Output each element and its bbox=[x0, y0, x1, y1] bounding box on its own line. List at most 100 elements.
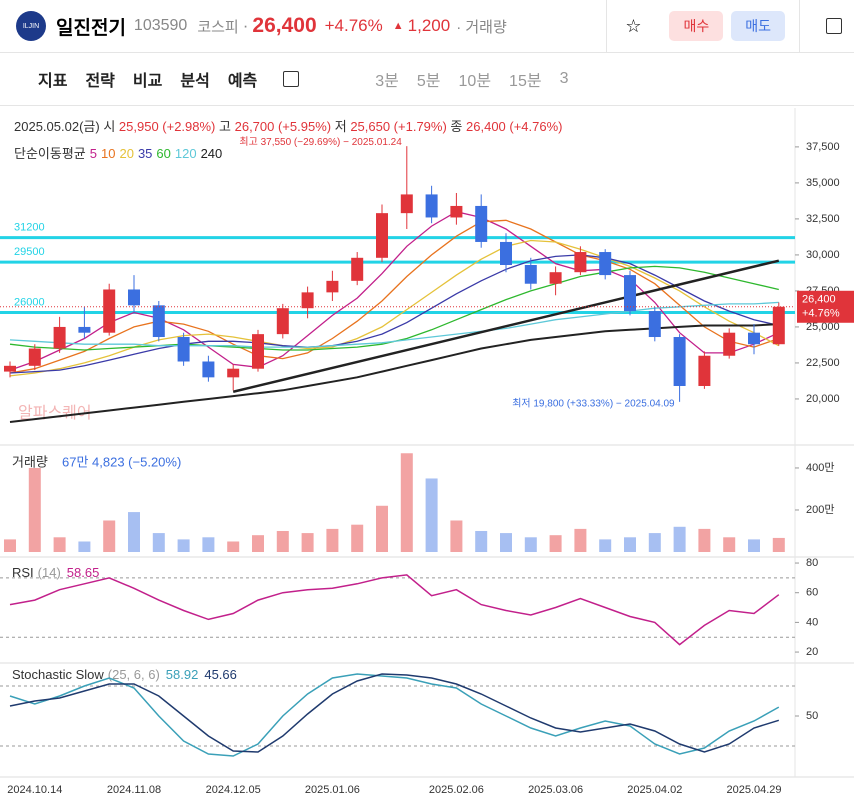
candle-body bbox=[500, 241, 512, 265]
volume-bar bbox=[772, 537, 785, 552]
candle-body bbox=[103, 289, 116, 333]
buy-button[interactable]: 매수 bbox=[669, 11, 724, 41]
sell-button[interactable]: 매도 bbox=[731, 11, 785, 41]
ma-legend-item: 20 bbox=[119, 146, 133, 161]
ma-line bbox=[9, 254, 779, 374]
volume-bar bbox=[648, 533, 661, 552]
ma-legend-item: 35 bbox=[138, 146, 152, 161]
volume-label: · 거래량 bbox=[456, 18, 507, 36]
toolbar-icon[interactable] bbox=[267, 71, 305, 87]
candle-body bbox=[252, 334, 264, 369]
label: 시 bbox=[103, 119, 115, 134]
level-label: 31200 bbox=[14, 222, 45, 234]
star[interactable]: ☆ bbox=[625, 15, 642, 36]
indicator-line bbox=[9, 673, 780, 753]
toolbar: 지표 전략 비교 분석 예측 3분 5분 10분 15분 3 bbox=[0, 53, 854, 106]
code: 103590 bbox=[133, 17, 188, 34]
volume-bar bbox=[202, 537, 215, 552]
interval[interactable]: 5분 bbox=[416, 73, 441, 90]
candle-body bbox=[78, 326, 91, 333]
candle-body bbox=[326, 280, 339, 293]
indicator-line bbox=[9, 574, 780, 646]
y-tick-label: 30,000 bbox=[806, 249, 840, 261]
ma-legend-item: 10 bbox=[101, 146, 115, 161]
volume-bar bbox=[624, 537, 636, 552]
toolbar-item[interactable]: 지표 bbox=[38, 73, 68, 90]
y-tick-label: 25,000 bbox=[806, 321, 840, 333]
panel-toggle[interactable] bbox=[826, 18, 842, 34]
x-tick-label: 2025.03.06 bbox=[528, 784, 583, 796]
candle-body bbox=[425, 194, 438, 218]
y-tick-label: 22,500 bbox=[806, 357, 840, 369]
panel-title: Stochastic Slow (25, 6, 6) 58.92 45.66 bbox=[12, 667, 237, 682]
volume-bar bbox=[475, 530, 488, 552]
legend-value: 45.66 bbox=[204, 667, 237, 682]
volume-bar bbox=[351, 524, 364, 552]
interval[interactable]: 15분 bbox=[509, 73, 542, 90]
volume-bar bbox=[103, 520, 116, 552]
y-tick-label: 20,000 bbox=[806, 393, 840, 405]
volume-bar bbox=[698, 528, 711, 552]
y-tick-label: 40 bbox=[806, 616, 818, 628]
sep: · bbox=[242, 16, 249, 35]
y-tick-label: 35,000 bbox=[806, 177, 840, 189]
price-tag bbox=[797, 290, 854, 323]
toolbar-item[interactable]: 전략 bbox=[85, 73, 115, 90]
candle-body bbox=[301, 292, 314, 309]
candle-body bbox=[748, 332, 760, 345]
indicator-params: (25, 6, 6) bbox=[108, 667, 160, 682]
level-label: 29500 bbox=[14, 246, 45, 258]
candle-body bbox=[475, 205, 488, 242]
x-tick-label: 2025.04.02 bbox=[627, 784, 682, 796]
toolbar-item[interactable]: 예측 bbox=[227, 73, 258, 90]
change: 1,200 bbox=[407, 16, 451, 35]
volume-bar bbox=[549, 535, 562, 552]
y-tick-label: 32,500 bbox=[806, 213, 840, 225]
candle-body bbox=[177, 337, 190, 362]
toolbar-item[interactable]: 비교 bbox=[132, 73, 163, 90]
candle-body bbox=[351, 257, 364, 281]
volume-bar bbox=[400, 453, 413, 552]
y-tick-label: 60 bbox=[806, 587, 818, 599]
candle-body bbox=[574, 252, 587, 273]
ma-legend-item: 60 bbox=[156, 146, 170, 161]
candle-body bbox=[648, 311, 661, 338]
volume-bar bbox=[599, 539, 612, 552]
candle-body bbox=[152, 305, 165, 338]
volume-bar bbox=[524, 537, 537, 552]
volume-bar bbox=[276, 530, 289, 552]
candle-body bbox=[772, 306, 785, 345]
arrow: ▲ bbox=[392, 20, 404, 32]
candle-body bbox=[524, 264, 537, 284]
indicator-params: (14) bbox=[38, 565, 61, 580]
y-tick-label: 20 bbox=[806, 646, 818, 658]
volume-bar bbox=[500, 533, 512, 552]
volume-bar bbox=[748, 539, 760, 552]
volume-bar bbox=[177, 539, 190, 552]
candle-body bbox=[53, 326, 66, 349]
price-tag-price: 26,400 bbox=[802, 294, 836, 306]
panel-title: 거래량 bbox=[12, 454, 48, 469]
toolbar-item[interactable]: 분석 bbox=[180, 73, 210, 90]
candle-body bbox=[599, 252, 612, 276]
candle-body bbox=[723, 332, 736, 356]
volume-bar bbox=[4, 539, 16, 552]
ma-line bbox=[9, 219, 780, 374]
trendline bbox=[232, 259, 780, 393]
ma-line bbox=[9, 301, 779, 348]
ma-line bbox=[9, 211, 780, 371]
candle-body bbox=[128, 289, 140, 306]
interval[interactable]: 3 bbox=[559, 70, 569, 87]
interval[interactable]: 3분 bbox=[375, 73, 399, 90]
date: 2025.05.02(금) bbox=[14, 119, 100, 134]
indicator-name: RSI bbox=[12, 565, 34, 580]
y-tick-label: 80 bbox=[806, 557, 818, 569]
value: 26,700 (+5.95%) bbox=[235, 119, 331, 134]
volume-bar bbox=[28, 467, 41, 552]
volume-bar bbox=[326, 528, 339, 552]
volume-bar bbox=[574, 528, 587, 552]
ma-legend-item: 120 bbox=[175, 146, 197, 161]
volume-bar bbox=[252, 535, 264, 552]
interval[interactable]: 10분 bbox=[458, 73, 492, 90]
change-pct: +4.76% bbox=[324, 16, 383, 35]
